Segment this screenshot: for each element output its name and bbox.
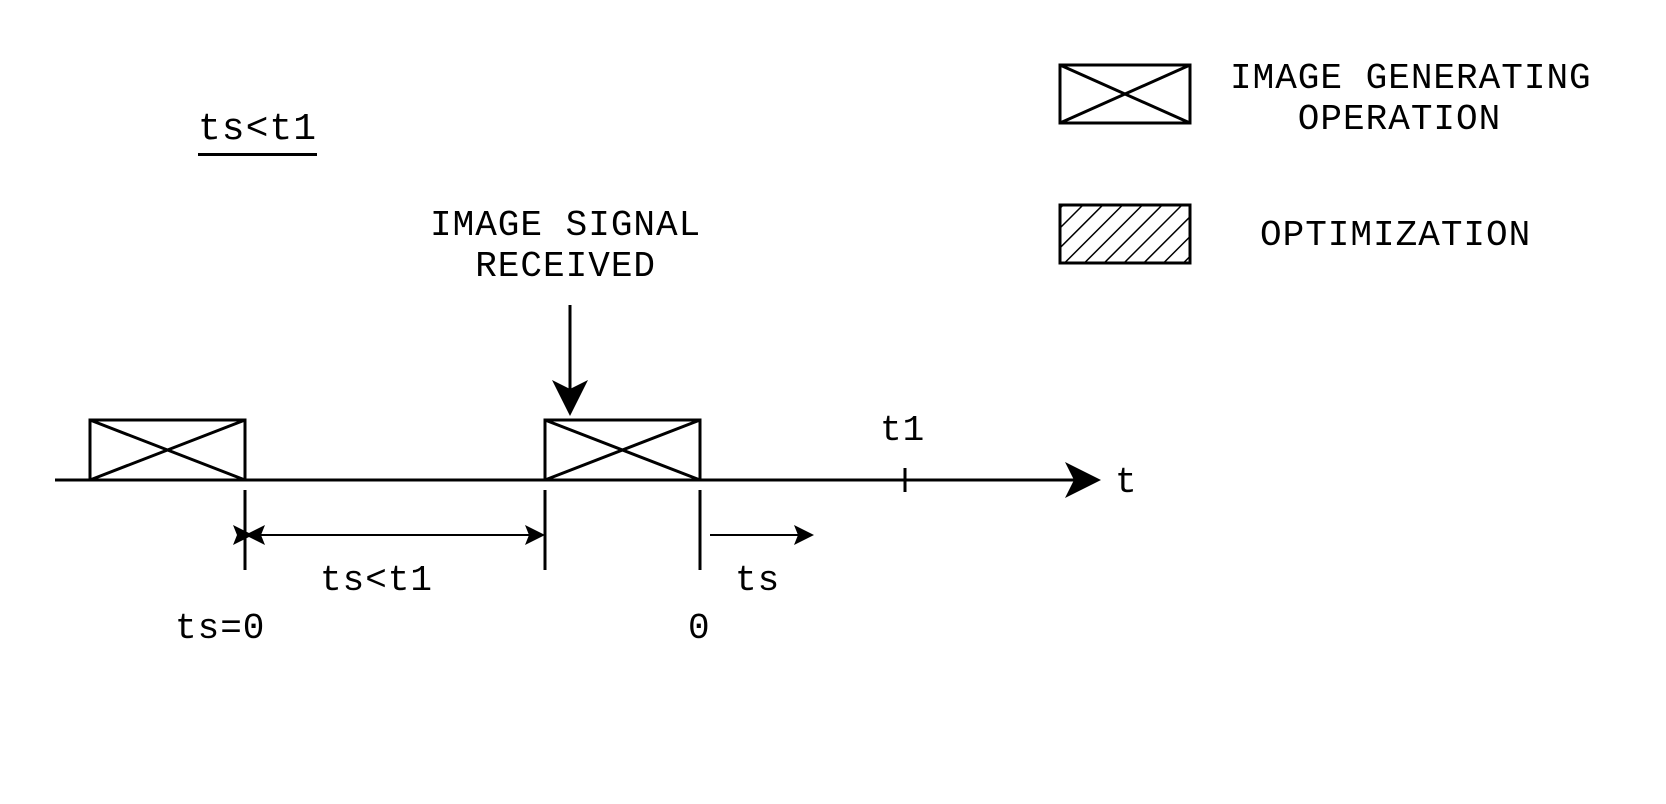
ts-label: ts (735, 560, 780, 601)
title-condition: ts<t1 (198, 108, 317, 156)
axis-label-t: t (1115, 462, 1138, 503)
interval-label: ts<t1 (320, 560, 433, 601)
origin-zero-label: 0 (688, 608, 711, 649)
legend-label-optimization: OPTIMIZATION (1260, 215, 1531, 256)
legend-label-imagegen: IMAGE GENERATING OPERATION (1230, 58, 1592, 140)
signal-received-label: IMAGE SIGNAL RECEIVED (430, 205, 701, 287)
t1-label: t1 (880, 410, 925, 451)
ts-zero-label: ts=0 (175, 608, 265, 649)
